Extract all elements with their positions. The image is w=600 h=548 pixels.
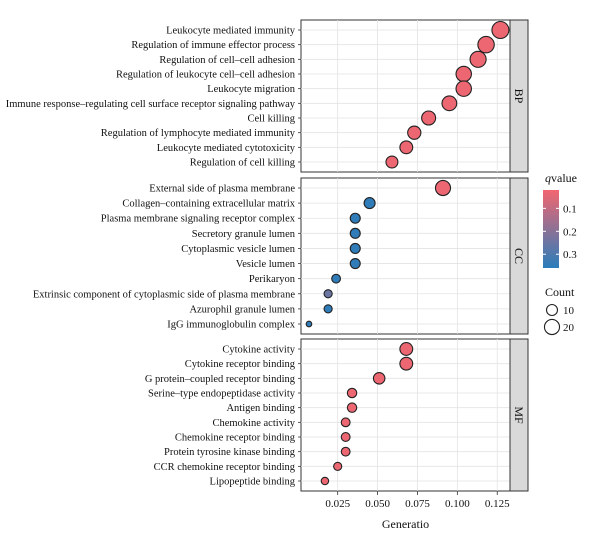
term-point [455,65,472,83]
x-tick-label: 0.050 [365,498,390,510]
term-label: Plasma membrane signaling receptor compl… [101,214,296,225]
facet-cc: External side of plasma membrane Collagen… [33,177,529,335]
term-label: Regulation of cell–cell adhesion [159,55,295,66]
term-point [477,35,495,54]
term-label: CCR chemokine receptor binding [154,462,296,473]
term-point [399,356,414,371]
term-point [491,20,510,40]
term-point [331,273,342,284]
term-label: Chemokine activity [212,418,295,429]
term-point [320,476,330,486]
term-point [340,446,351,457]
qvalue-legend-ticks: 0.1 0.2 0.3 [543,203,577,261]
facet-mf: Cytokine activity Cytokine receptor bindi… [145,338,529,492]
term-point [399,342,414,356]
colorbar-tick-label: 0.2 [563,226,577,238]
term-label: Regulation of immune effector process [131,40,295,51]
term-point [469,50,487,68]
term-point [349,242,361,254]
term-point [363,197,376,210]
term-label: Azurophil granule lumen [189,304,295,315]
term-label: Leukocyte mediated cytotoxicity [157,143,296,154]
facet-panel-background [300,177,511,335]
term-point [346,402,358,413]
term-label: Leukocyte migration [207,84,296,95]
term-label: Cytoplasmic vesicle lumen [181,244,295,255]
term-label: Antigen binding [226,403,295,414]
x-tick-label: 0.075 [405,498,430,510]
term-label: Cytokine receptor binding [185,359,296,370]
qvalue-legend-title: qvalue [545,171,577,185]
term-label: IgG immunoglobulin complex [167,320,295,331]
term-label: Regulation of cell killing [190,158,296,169]
term-point [333,461,343,471]
facet-strip-label: MF [512,406,526,424]
facet-strip [509,177,529,335]
term-label: Chemokine receptor binding [175,433,296,444]
term-point [407,125,422,140]
term-label: Vesicle lumen [236,259,296,270]
term-label: Cell killing [247,114,295,125]
term-label: Serine–type endopeptidase activity [148,389,296,400]
facet-strip-label: BP [512,89,526,104]
term-point [349,258,361,270]
term-label: Regulation of leukocyte cell–cell adhesi… [116,70,296,81]
facet-bp: Leukocyte mediated immunity Regulation of… [6,19,529,173]
count-legend-circle [543,318,561,336]
x-tick-label: 0.100 [445,498,470,510]
facet-panels: Leukocyte mediated immunity Regulation of… [6,19,529,492]
qvalue-legend: qvalue 0.1 0.2 0.3 [543,171,577,268]
count-legend-title: Count [545,285,575,299]
term-label: External side of plasma membrane [149,184,295,195]
term-point [305,320,313,328]
term-point [434,179,452,197]
term-label: G protein–coupled receptor binding [145,374,296,385]
qvalue-legend-title-rest: value [551,171,577,185]
term-point [340,432,351,442]
term-label: Lipopeptide binding [210,477,296,488]
facet-strip [509,19,529,173]
term-point [323,304,333,314]
term-label: Perikaryon [249,274,296,285]
term-point [323,289,333,299]
colorbar-tick-label: 0.1 [563,203,577,215]
term-label: Regulation of lymphocyte mediated immuni… [101,128,296,139]
term-point [349,212,361,224]
count-legend-label: 10 [563,305,575,317]
qvalue-colorbar [543,190,559,268]
term-point [346,387,358,399]
term-point [421,110,437,126]
colorbar-tick-label: 0.3 [563,249,577,261]
x-axis-title: Generatio [382,517,429,531]
term-point [385,155,399,169]
count-legend-circle [545,303,559,317]
term-label: Cytokine activity [222,345,295,356]
term-label: Protein tyrosine kinase binding [164,447,296,458]
x-tick-label: 0.125 [485,498,510,510]
term-point [340,417,351,428]
qvalue-legend-title-q: q [545,171,551,185]
facet-strip-label: CC [512,248,526,264]
facet-strip [509,338,529,492]
x-tick-label: 0.025 [325,498,350,510]
term-point [441,95,458,112]
term-point [349,227,361,239]
term-label: Collagen–containing extracellular matrix [122,199,295,210]
term-label: Secretory granule lumen [192,229,296,240]
term-point [372,372,386,385]
term-label: Immune response–regulating cell surface … [6,99,296,110]
count-legend-label: 20 [563,322,575,334]
term-point [455,80,472,97]
term-label: Leukocyte mediated immunity [166,26,296,37]
term-label: Extrinsic component of cytoplasmic side … [33,289,295,300]
x-axis: 0.025 0.050 0.075 0.100 0.125 [325,491,510,510]
term-point [399,140,414,155]
